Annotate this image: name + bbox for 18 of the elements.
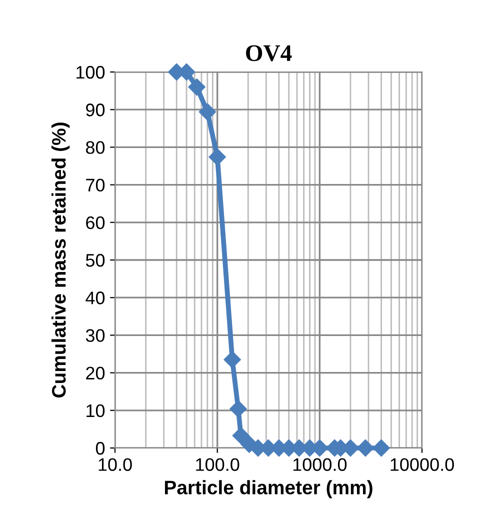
y-tick-label: 10 bbox=[86, 404, 105, 418]
chart-title: OV4 bbox=[246, 45, 292, 62]
y-tick-label: 20 bbox=[86, 366, 105, 380]
y-tick-label: 30 bbox=[86, 329, 105, 342]
y-axis-title: Cumulative mass retained (%) bbox=[51, 122, 70, 398]
y-tick-label: 90 bbox=[86, 104, 105, 116]
x-tick-label: 10.0 bbox=[98, 458, 132, 471]
y-tick-label: 0 bbox=[96, 442, 105, 455]
x-tick-label: 100.0 bbox=[196, 458, 240, 471]
y-tick-label: 50 bbox=[86, 254, 105, 267]
y-tick-label: 60 bbox=[86, 216, 105, 230]
x-tick-label: 1000.0 bbox=[293, 458, 347, 471]
y-tick-label: 40 bbox=[86, 292, 105, 304]
x-tick-label: 10000.0 bbox=[390, 458, 454, 471]
y-tick-label: 70 bbox=[86, 178, 105, 192]
y-tick-label: 100 bbox=[76, 66, 105, 79]
x-axis-title: Particle diameter (mm) bbox=[164, 480, 372, 498]
y-tick-label: 80 bbox=[86, 141, 105, 154]
